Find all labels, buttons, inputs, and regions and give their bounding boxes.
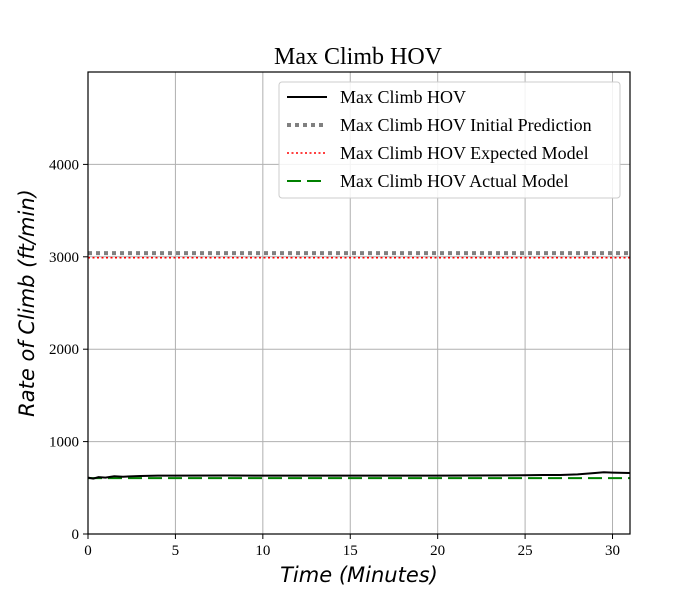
x-axis-label: Time (Minutes): [280, 563, 438, 587]
x-tick-label: 15: [343, 543, 358, 559]
legend-label: Max Climb HOV: [340, 87, 466, 107]
y-tick-label: 1000: [49, 435, 79, 451]
x-tick-label: 5: [172, 543, 180, 559]
legend-label: Max Climb HOV Expected Model: [340, 143, 589, 163]
x-tick-label: 10: [255, 543, 270, 559]
legend: Max Climb HOV Max Climb HOV Initial Predi…: [278, 81, 621, 199]
x-tick-label: 0: [84, 543, 92, 559]
y-tick-label: 0: [72, 527, 80, 543]
x-tick-label: 20: [430, 543, 445, 559]
x-tick-label: 30: [605, 543, 620, 559]
tick-layer: 0 5 10 15 20 25 30 0 1000 2000 3000 4000: [49, 157, 620, 559]
y-axis-label: Rate of Climb (ft/min): [15, 189, 39, 417]
y-tick-label: 4000: [49, 157, 79, 173]
series-max-climb-hov: [87, 471, 631, 480]
y-tick-label: 3000: [49, 250, 79, 266]
y-tick-label: 2000: [49, 342, 79, 358]
chart-title: Max Climb HOV: [274, 44, 443, 70]
legend-box: [278, 81, 621, 199]
series-layer: [87, 251, 631, 480]
plot-frame: [87, 71, 631, 535]
x-tick-label: 25: [518, 543, 533, 559]
legend-label: Max Climb HOV Actual Model: [340, 171, 569, 191]
legend-label: Max Climb HOV Initial Prediction: [340, 115, 592, 135]
